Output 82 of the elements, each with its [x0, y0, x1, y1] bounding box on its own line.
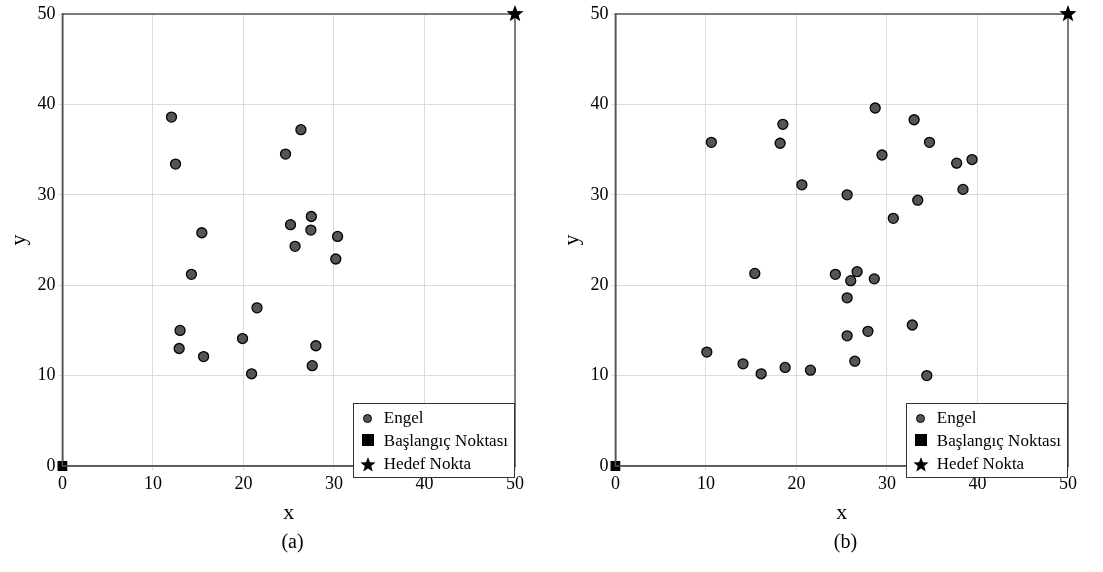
point — [251, 302, 263, 314]
legend-label: Başlangıç Noktası — [936, 430, 1061, 452]
point — [779, 361, 791, 374]
point — [330, 253, 342, 265]
point — [829, 268, 842, 280]
x-tick-label: 10 — [143, 472, 162, 493]
point — [849, 355, 861, 367]
point — [887, 212, 899, 224]
point — [845, 275, 857, 287]
point — [701, 346, 713, 358]
x-tick-label: 30 — [877, 472, 896, 493]
y-tick-label: 0 — [46, 454, 56, 475]
point — [284, 218, 297, 231]
y-tick-label: 50 — [590, 2, 609, 23]
point — [841, 189, 853, 201]
x-tick-label: 30 — [324, 472, 343, 493]
point — [705, 136, 717, 149]
point — [951, 157, 963, 169]
point — [851, 265, 863, 278]
legend-label: Engel — [383, 407, 424, 429]
point — [506, 5, 524, 22]
point — [923, 136, 936, 149]
y-axis-title: y — [4, 234, 30, 246]
point — [279, 148, 292, 160]
text: (b) — [832, 530, 859, 553]
point — [957, 183, 969, 196]
point — [804, 364, 817, 376]
point — [331, 230, 344, 243]
point — [908, 114, 920, 126]
point — [841, 330, 853, 342]
point — [862, 325, 874, 337]
y-tick-label: 40 — [37, 93, 56, 114]
y-tick-label: 40 — [590, 93, 609, 114]
point — [755, 368, 767, 380]
point — [869, 102, 881, 114]
point — [749, 267, 761, 280]
y-axis-title: y — [557, 234, 583, 246]
y-tick-label: 20 — [37, 273, 56, 294]
point — [774, 137, 786, 149]
point — [796, 179, 808, 191]
point — [1059, 5, 1077, 22]
point — [174, 324, 186, 337]
point — [921, 369, 933, 382]
x-tick-label: 20 — [234, 472, 253, 493]
point — [197, 350, 210, 363]
y-tick-label: 10 — [590, 364, 609, 385]
point — [173, 342, 185, 355]
y-tick-label: 20 — [590, 273, 609, 294]
point — [165, 111, 178, 123]
point — [868, 273, 880, 285]
x-tick-label: 20 — [787, 472, 806, 493]
point — [169, 158, 182, 170]
point — [289, 240, 301, 252]
legend-label: Başlangıç Noktası — [383, 430, 508, 452]
point — [841, 292, 853, 304]
point — [310, 340, 322, 352]
point — [305, 224, 317, 236]
legend-label: Hedef Nokta — [383, 453, 472, 475]
point — [236, 332, 249, 345]
y-tick-label: 10 — [37, 364, 56, 385]
point — [906, 319, 918, 331]
x-axis-title: x — [283, 498, 295, 524]
point — [737, 358, 749, 370]
text: (a) — [280, 530, 305, 553]
y-tick-label: 0 — [599, 454, 609, 475]
point — [295, 124, 307, 136]
y-tick-label: 50 — [37, 2, 56, 23]
y-tick-label: 30 — [37, 183, 56, 204]
point — [777, 118, 789, 130]
y-tick-label: 30 — [590, 183, 609, 204]
x-axis-title: x — [836, 498, 848, 524]
point — [185, 268, 198, 280]
legend-label: Engel — [936, 407, 977, 429]
point — [245, 368, 258, 380]
point — [876, 149, 888, 161]
point — [912, 194, 924, 206]
x-tick-label: 10 — [696, 472, 715, 493]
point — [305, 210, 317, 223]
point — [966, 153, 978, 166]
legend-label: Hedef Nokta — [936, 453, 1025, 475]
point — [196, 227, 208, 239]
point — [306, 360, 318, 372]
